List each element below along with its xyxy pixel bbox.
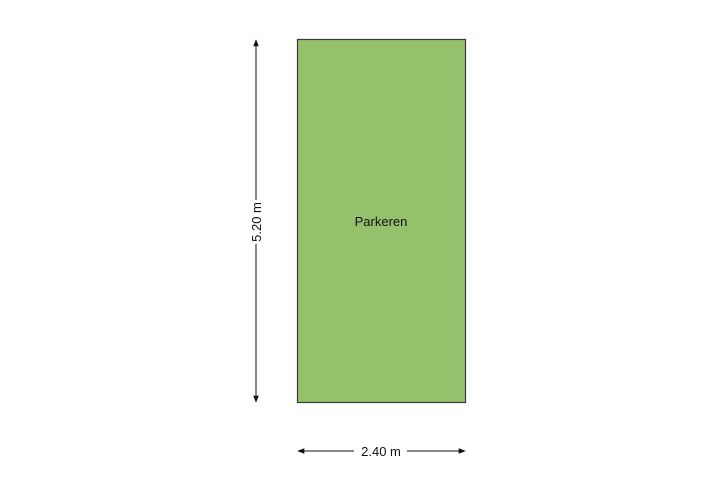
room-label: Parkeren (355, 214, 408, 229)
room-parkeren (296, 38, 467, 404)
height-dimension-label: 5.20 m (249, 202, 264, 242)
width-dimension-label: 2.40 m (361, 444, 401, 459)
